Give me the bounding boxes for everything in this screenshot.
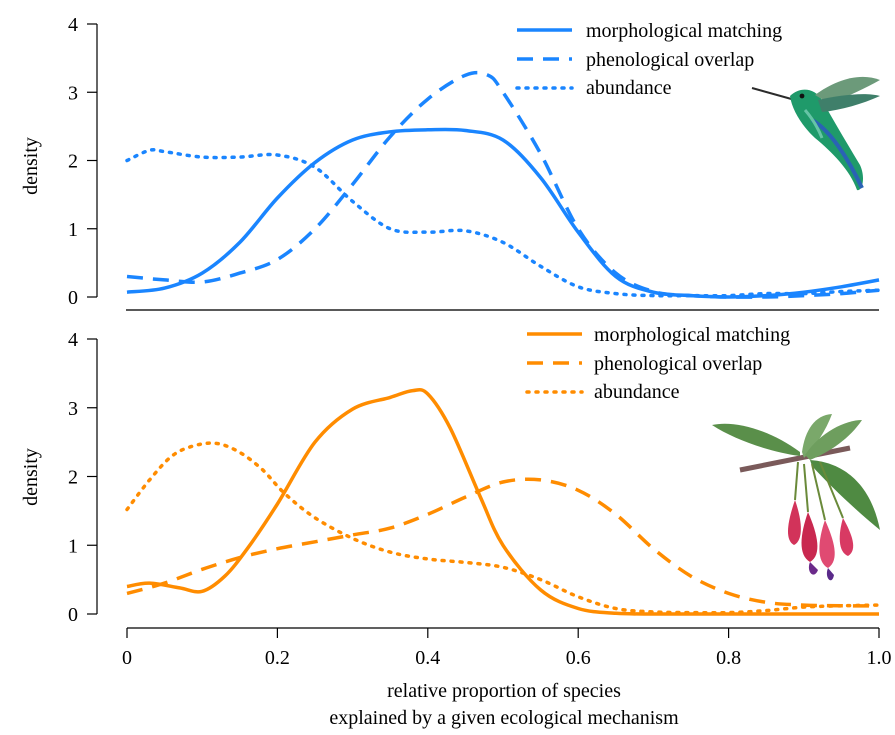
x-tick-label: 0.6 (566, 647, 591, 669)
bottom-x-axis: 0 0.2 0.4 0.6 0.8 1.0 (122, 627, 892, 669)
top-series-lines (125, 70, 881, 299)
top-y-axis-label: density (20, 137, 42, 195)
x-axis-label-line2: explained by a given ecological mechanis… (329, 707, 679, 729)
top-series-dashed (126, 70, 880, 299)
top-series-solid (126, 127, 880, 299)
bottom-y-axis-label: density (20, 448, 42, 506)
top-legend: morphological matching phenological over… (515, 20, 782, 99)
top-y-tick-label: 0 (68, 287, 78, 309)
top-y-axis: 0 1 2 3 4 (68, 14, 98, 309)
bottom-y-tick-label: 3 (68, 398, 78, 420)
bottom-y-tick-label: 4 (68, 329, 78, 351)
bottom-y-tick-label: 1 (68, 535, 78, 557)
top-series-dotted (125, 147, 881, 298)
top-y-tick-label: 2 (68, 151, 78, 173)
bottom-legend-label-abundance: abundance (594, 381, 680, 403)
bottom-series-lines (125, 387, 881, 616)
top-legend-label-phenological: phenological overlap (586, 49, 754, 71)
top-legend-label-morphological: morphological matching (586, 20, 782, 42)
hummingbird-icon (751, 76, 880, 191)
bottom-y-axis: 0 1 2 3 4 (68, 329, 98, 626)
bottom-legend-label-phenological: phenological overlap (594, 353, 762, 375)
bottom-y-tick-label: 2 (68, 467, 78, 489)
bottom-series-dashed (126, 477, 880, 608)
x-tick-label: 0.4 (415, 647, 440, 669)
bottom-series-dotted (125, 441, 881, 615)
x-tick-label: 0 (122, 647, 132, 669)
x-tick-label: 1.0 (867, 647, 892, 669)
fuchsia-flower-icon (712, 414, 880, 581)
bottom-series-solid (126, 387, 879, 616)
bottom-panel: 0 1 2 3 4 density 0 0.2 0.4 0.6 0.8 1.0 relative … (20, 324, 892, 729)
top-legend-label-abundance: abundance (586, 77, 672, 99)
top-y-tick-label: 3 (68, 82, 78, 104)
x-tick-label: 0.8 (716, 647, 741, 669)
top-y-tick-label: 1 (68, 219, 78, 241)
bottom-legend: morphological matching phenological over… (525, 324, 790, 403)
bottom-legend-label-morphological: morphological matching (594, 324, 790, 346)
top-panel: 0 1 2 3 4 density morphological matching phe… (20, 14, 881, 311)
x-tick-label: 0.2 (265, 647, 290, 669)
bottom-y-tick-label: 0 (68, 604, 78, 626)
x-axis-label-line1: relative proportion of species (387, 680, 621, 702)
top-y-tick-label: 4 (68, 14, 78, 36)
